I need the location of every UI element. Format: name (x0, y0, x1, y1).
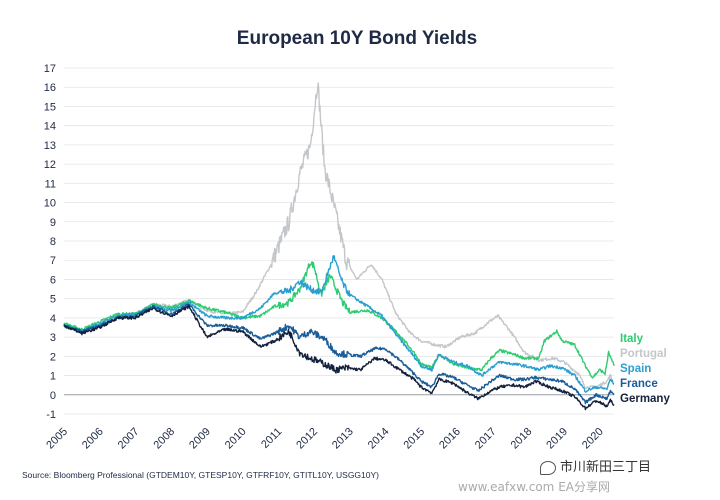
y-tick-label: 13 (44, 140, 56, 152)
x-tick-label: 2011 (259, 426, 284, 451)
y-tick-label: 8 (50, 236, 56, 248)
legend-portugal: Portugal (620, 348, 667, 360)
x-tick-label: 2010 (223, 426, 249, 452)
y-tick-label: 17 (44, 63, 56, 75)
wechat-icon (540, 460, 556, 475)
legend-spain: Spain (620, 363, 651, 375)
y-tick-label: 14 (44, 121, 56, 133)
x-tick-label: 2006 (80, 426, 106, 452)
x-tick-label: 2018 (509, 426, 535, 452)
x-tick-label: 2016 (437, 426, 463, 452)
chart-title: European 10Y Bond Yields (237, 28, 477, 49)
y-tick-label: 4 (50, 313, 56, 325)
x-tick-label: 2015 (401, 426, 427, 452)
watermark: 市川新田三丁目 (540, 456, 651, 475)
legend-germany: Germany (620, 393, 670, 405)
source-note: Source: Bloomberg Professional (GTDEM10Y… (22, 470, 379, 480)
watermark-url: www.eafxw.com EA分享网 (458, 480, 610, 494)
series-line-spain (63, 255, 615, 393)
x-tick-label: 2017 (473, 426, 499, 452)
x-tick-label: 2020 (580, 426, 606, 452)
y-tick-label: 0 (50, 390, 56, 402)
y-tick-label: 16 (44, 82, 56, 94)
y-tick-label: 7 (50, 255, 56, 267)
watermark-text: 市川新田三丁目 (560, 460, 652, 475)
y-tick-label: 10 (44, 198, 56, 210)
x-tick-label: 2005 (44, 426, 70, 452)
x-tick-label: 2013 (330, 426, 356, 452)
x-tick-label: 2019 (544, 426, 570, 452)
series-line-france (63, 303, 615, 405)
grid-lines (64, 67, 614, 415)
y-tick-label: 15 (44, 101, 56, 113)
x-axis: 2005 2006 2007 2008 2009 2010 2011 2012 2013 2014… (44, 426, 606, 452)
legend: Italy Portugal Spain France Germany (620, 333, 670, 405)
x-tick-label: 2008 (151, 426, 177, 452)
y-tick-label: 9 (50, 217, 56, 229)
y-tick-label: -1 (46, 409, 56, 421)
y-tick-label: 12 (44, 159, 56, 171)
series-lines (63, 82, 615, 411)
y-tick-label: 11 (45, 178, 56, 190)
y-tick-label: 2 (50, 351, 56, 363)
legend-france: France (620, 378, 658, 390)
y-tick-label: 5 (50, 294, 56, 306)
y-tick-label: 6 (50, 274, 56, 286)
x-tick-label: 2009 (187, 426, 213, 452)
y-tick-label: 3 (50, 332, 56, 344)
x-tick-label: 2012 (294, 426, 320, 452)
series-line-portugal (63, 82, 615, 390)
x-tick-label: 2007 (116, 426, 142, 452)
legend-italy: Italy (620, 333, 644, 345)
series-line-germany (63, 304, 615, 411)
y-tick-label: 1 (50, 371, 56, 383)
x-tick-label: 2014 (366, 426, 392, 452)
